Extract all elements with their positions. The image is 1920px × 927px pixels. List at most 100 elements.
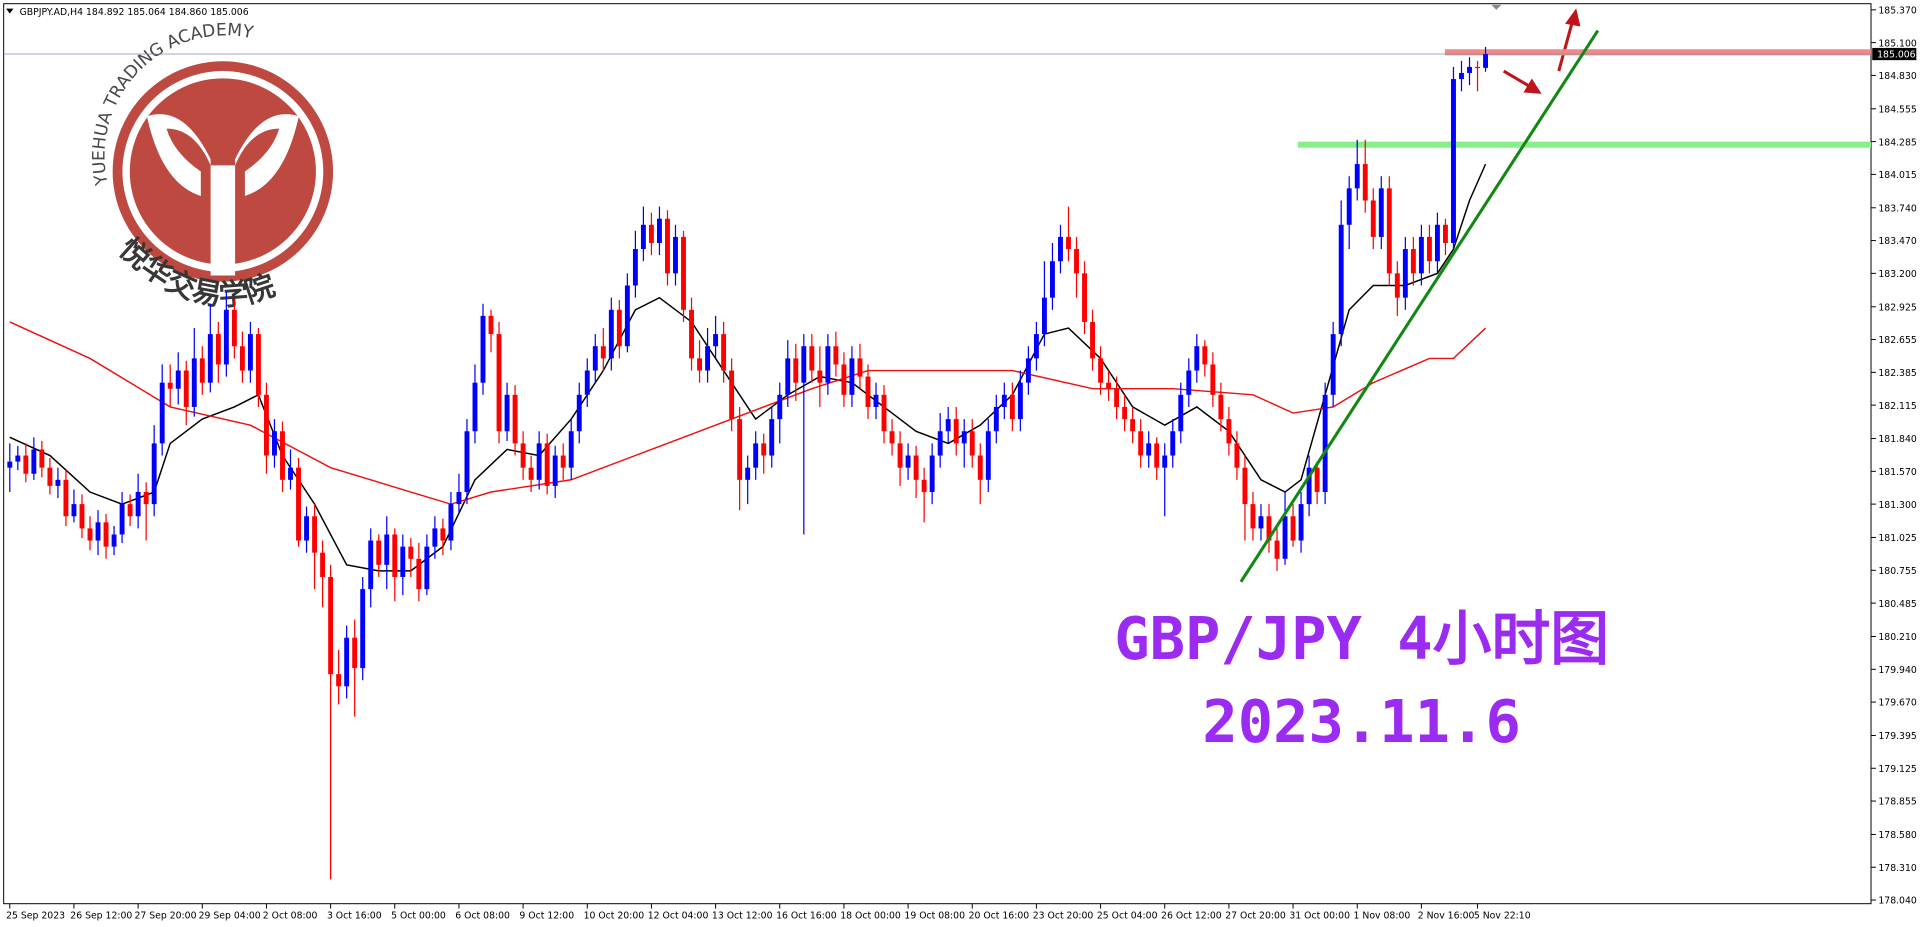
y-tick-label: 180.210 — [1878, 632, 1917, 643]
candle-body — [913, 455, 919, 480]
candle-body — [841, 364, 847, 395]
candle-body — [384, 534, 390, 565]
candle-body — [496, 334, 502, 432]
arrow-head — [1523, 78, 1542, 94]
candle-body — [945, 419, 951, 432]
candle-body — [336, 674, 342, 687]
candle-body — [448, 504, 454, 541]
candle-body — [215, 334, 221, 365]
moving-average — [9, 321, 1487, 505]
y-tick-label: 179.395 — [1878, 731, 1917, 742]
x-tick-label: 5 Nov 22:10 — [1474, 910, 1531, 921]
candle-body — [103, 522, 109, 547]
candle-body — [7, 461, 13, 468]
candle-body — [135, 491, 141, 517]
y-tick-label: 178.855 — [1878, 797, 1917, 808]
y-tick-label: 180.485 — [1878, 599, 1917, 610]
candle-body — [488, 315, 494, 335]
candle-body — [1050, 261, 1055, 298]
candle-body — [937, 431, 943, 456]
y-tick-label: 181.570 — [1878, 467, 1917, 478]
candle-body — [1082, 273, 1087, 322]
candle-body — [239, 346, 245, 371]
candle-body — [1162, 455, 1168, 468]
candle-body — [1443, 224, 1448, 244]
candle-body — [15, 455, 21, 462]
x-tick-label: 2 Nov 16:00 — [1418, 910, 1475, 921]
y-tick-label: 184.830 — [1878, 71, 1917, 82]
candle-body — [1017, 382, 1023, 420]
y-tick-label: 183.200 — [1878, 269, 1917, 280]
candle-body — [1426, 236, 1432, 262]
y-tick-label: 179.125 — [1878, 764, 1917, 775]
annotation-title: GBP/JPY 4小时图 — [1114, 604, 1609, 673]
candle-body — [697, 358, 702, 371]
y-tick-label: 180.755 — [1878, 566, 1917, 577]
y-tick-label: 178.580 — [1878, 830, 1917, 841]
trendline — [1239, 29, 1600, 583]
candle-body — [304, 516, 309, 541]
candle-body — [1298, 504, 1304, 541]
candle-body — [1386, 188, 1392, 274]
annotation-date: 2023.11.6 — [1202, 687, 1520, 756]
candle-body — [199, 358, 205, 383]
candle-body — [785, 358, 791, 395]
candle-body — [544, 443, 550, 486]
candle-body — [833, 346, 839, 365]
candle-body — [1475, 66, 1480, 69]
price-tag — [1872, 47, 1917, 61]
candle-body — [1451, 79, 1456, 244]
candle-body — [376, 540, 382, 565]
logo-mark — [146, 114, 299, 276]
candle-body — [769, 419, 775, 456]
candle-body — [1467, 66, 1472, 73]
candle-body — [1025, 358, 1031, 383]
x-tick-label: 18 Oct 00:00 — [840, 910, 901, 921]
candle-body — [576, 394, 582, 432]
candle-body — [817, 370, 823, 383]
candle-body — [1146, 443, 1152, 456]
candle-body — [865, 376, 871, 407]
candle-body — [713, 334, 719, 347]
y-tick-label: 182.115 — [1878, 401, 1917, 412]
candle-body — [1194, 346, 1200, 371]
candle-body — [1330, 334, 1336, 395]
x-tick-label: 6 Oct 08:00 — [455, 910, 510, 921]
candle-body — [737, 419, 743, 480]
candle-body — [31, 449, 37, 474]
y-tick-label: 184.555 — [1878, 104, 1917, 115]
candle-body — [1306, 467, 1312, 505]
candle-body — [873, 394, 879, 407]
candle-body — [616, 309, 622, 347]
x-tick-label: 23 Oct 20:00 — [1033, 910, 1094, 921]
candle-body — [360, 589, 366, 669]
candle-body — [1170, 431, 1176, 456]
candle-body — [1001, 394, 1007, 407]
candle-body — [729, 370, 735, 420]
candle-body — [264, 394, 269, 456]
candle-body — [560, 455, 566, 468]
candle-body — [705, 346, 711, 371]
candle-body — [905, 455, 911, 468]
candle-body — [793, 358, 799, 383]
y-tick-label: 184.015 — [1878, 170, 1917, 181]
candle-body — [1314, 467, 1320, 492]
candle-body — [1210, 364, 1216, 395]
candle-body — [320, 552, 326, 577]
candle-body — [753, 443, 759, 468]
candle-body — [953, 419, 959, 444]
y-tick-label: 183.470 — [1878, 236, 1917, 247]
y-tick-label: 179.940 — [1878, 665, 1917, 676]
candle-body — [400, 546, 406, 577]
candle-body — [255, 334, 261, 395]
candle-body — [328, 576, 334, 675]
candle-body — [1130, 419, 1136, 432]
candle-body — [1362, 164, 1368, 201]
candle-body — [1434, 224, 1440, 262]
candle-body — [1346, 188, 1352, 225]
candle-body — [127, 504, 133, 517]
candle-body — [472, 382, 478, 432]
candle-body — [392, 534, 398, 577]
x-tick-label: 31 Oct 00:00 — [1289, 910, 1350, 921]
